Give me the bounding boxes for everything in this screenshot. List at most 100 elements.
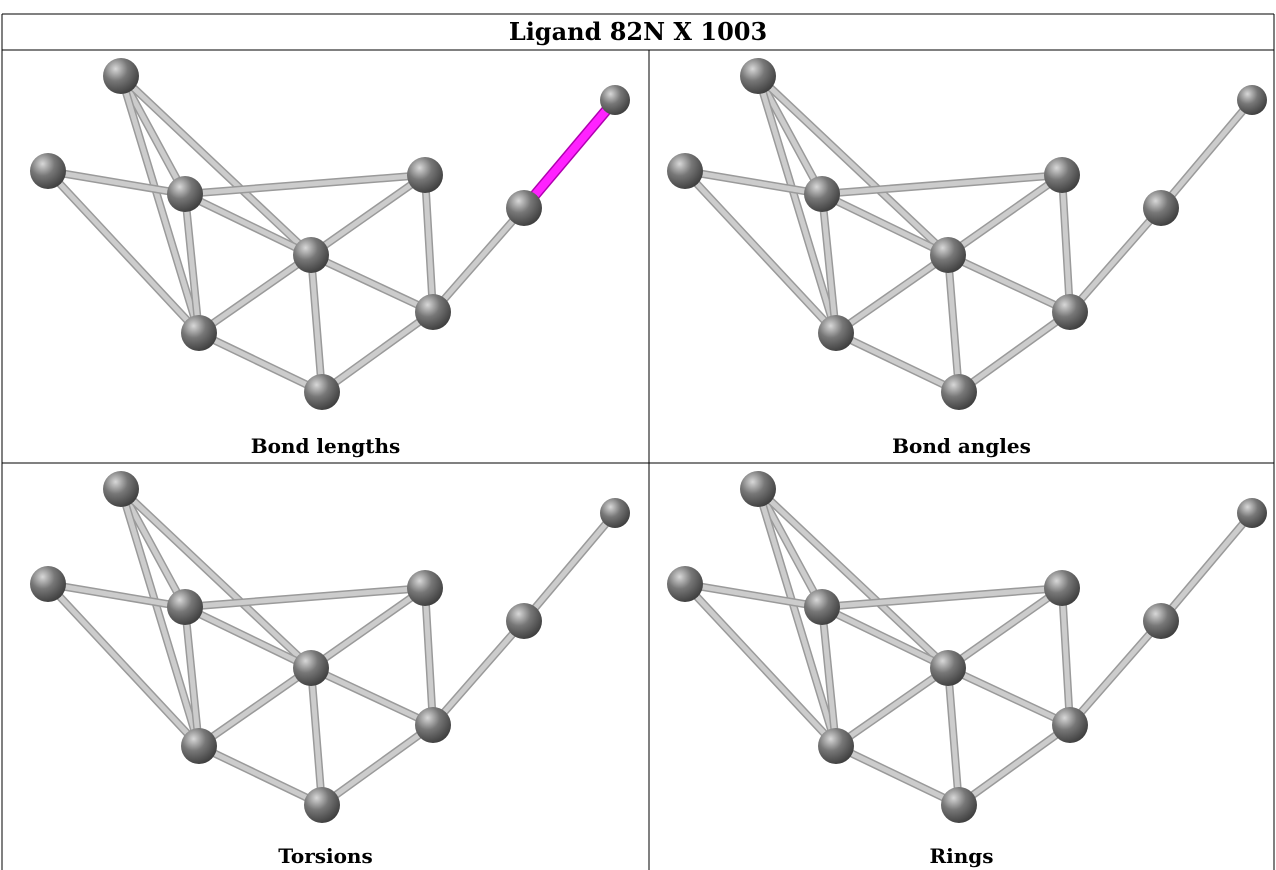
atom — [1044, 157, 1080, 193]
atom — [667, 566, 703, 602]
atom — [293, 237, 329, 273]
bond — [422, 172, 436, 315]
bond — [308, 585, 428, 671]
bond — [118, 486, 314, 671]
bond — [755, 486, 951, 671]
bond — [755, 73, 839, 336]
bond — [196, 665, 314, 749]
bond — [308, 252, 436, 315]
atom — [818, 728, 854, 764]
atom — [506, 603, 542, 639]
bond — [1067, 618, 1164, 728]
bond — [945, 665, 1073, 728]
bond — [819, 191, 951, 258]
atom — [304, 787, 340, 823]
bond — [819, 585, 1065, 610]
atom — [293, 650, 329, 686]
bond — [1158, 97, 1255, 211]
atom — [415, 294, 451, 330]
panel-caption: Rings — [929, 844, 994, 868]
bond — [118, 486, 188, 610]
atom — [740, 58, 776, 94]
atom — [1143, 190, 1179, 226]
atom — [407, 570, 443, 606]
atom — [506, 190, 542, 226]
bond — [182, 191, 314, 258]
atom — [304, 374, 340, 410]
bond — [819, 604, 951, 671]
molecule-rings — [667, 471, 1267, 823]
panel-bond-angles: Bond angles — [650, 51, 1273, 462]
bond — [755, 486, 825, 610]
atom — [167, 589, 203, 625]
atom — [1237, 498, 1267, 528]
atom — [167, 176, 203, 212]
atom — [407, 157, 443, 193]
bond — [833, 252, 951, 336]
molecule-bond-angles — [667, 58, 1267, 410]
molecule-bond-lengths — [30, 58, 630, 410]
bond — [182, 585, 428, 610]
bond — [118, 486, 202, 749]
atom — [804, 176, 840, 212]
bond — [196, 743, 325, 808]
atom — [181, 728, 217, 764]
bond — [182, 191, 202, 336]
bond — [1158, 510, 1255, 624]
atom — [941, 787, 977, 823]
figure-title: Ligand 82N X 1003 — [508, 16, 768, 46]
bond — [945, 252, 962, 395]
bond — [45, 581, 188, 610]
bond — [833, 665, 951, 749]
bond — [819, 172, 1065, 197]
bond — [182, 604, 202, 749]
bond — [682, 581, 839, 749]
bond — [182, 604, 314, 671]
bond — [819, 604, 839, 749]
bond — [319, 309, 436, 395]
atom — [1052, 707, 1088, 743]
panel-torsions: Torsions — [3, 464, 648, 870]
atom — [1044, 570, 1080, 606]
bond — [430, 618, 527, 728]
bond — [819, 191, 839, 336]
atom — [600, 85, 630, 115]
bond — [956, 309, 1073, 395]
bond — [755, 73, 825, 197]
bond — [682, 168, 825, 197]
atom — [103, 58, 139, 94]
molecule-torsions — [30, 471, 630, 823]
atom — [103, 471, 139, 507]
bond — [945, 252, 1073, 315]
bond — [833, 743, 962, 808]
bond — [118, 73, 202, 336]
atom — [181, 315, 217, 351]
atom — [818, 315, 854, 351]
bond — [755, 486, 839, 749]
bond — [308, 665, 325, 808]
panel-rings: Rings — [650, 464, 1273, 870]
bond — [1059, 172, 1073, 315]
bond — [521, 510, 618, 624]
panel-caption: Torsions — [278, 844, 373, 868]
atom — [1237, 85, 1267, 115]
bond — [1059, 585, 1073, 728]
bond — [682, 168, 839, 336]
highlighted-bond — [520, 96, 619, 212]
bond — [945, 665, 962, 808]
bond — [956, 722, 1073, 808]
bond — [755, 73, 951, 258]
bond — [308, 665, 436, 728]
panel-bond-lengths: Bond lengths — [3, 51, 648, 462]
atom — [930, 237, 966, 273]
atom — [600, 498, 630, 528]
bond — [118, 73, 188, 197]
bond — [45, 168, 188, 197]
atom — [930, 650, 966, 686]
panel-caption: Bond angles — [892, 434, 1031, 458]
atom — [804, 589, 840, 625]
bond — [833, 330, 962, 395]
atom — [1052, 294, 1088, 330]
atom — [415, 707, 451, 743]
